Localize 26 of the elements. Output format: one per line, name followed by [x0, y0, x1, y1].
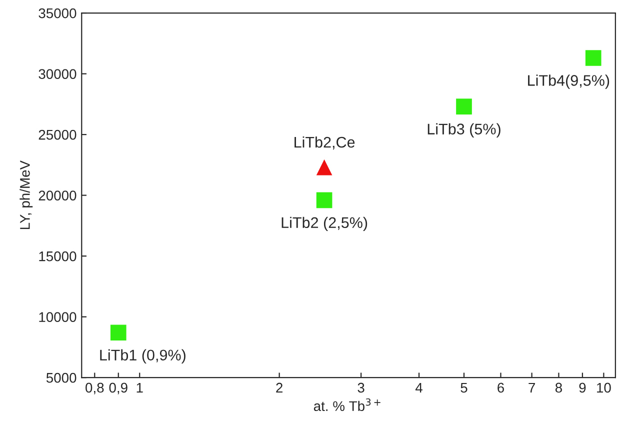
x-tick-label: 0,8 [86, 382, 104, 394]
x-axis-title: at. % Tb$^{3+}$ [314, 398, 380, 412]
x-tick-label: 3 [358, 382, 364, 393]
annotation: LiTb2 (2,5%) [282, 216, 368, 232]
x-tick-label: 9 [579, 382, 586, 393]
x-tick-label: 8 [555, 382, 562, 393]
x-tick-label: 5 [460, 382, 468, 393]
y-tick-label: 15000 [39, 251, 76, 262]
y-tick-label: 25000 [38, 130, 76, 140]
y-axis-title: LY, ph/MeV [20, 160, 33, 230]
annotation: LiTb2,Ce [294, 136, 355, 150]
y-tick-label: 10000 [39, 312, 76, 322]
x-tick-label: 1 [136, 382, 143, 393]
y-tick-label: 20000 [38, 190, 76, 200]
annotation: LiTb4(9,5%) [528, 74, 610, 89]
x-tick-label: 6 [498, 382, 504, 393]
y-tick-label: 30000 [38, 69, 76, 79]
annotation: LiTb1 (0,9%) [100, 349, 186, 364]
x-tick-label: 4 [415, 382, 422, 393]
x-tick-label: 7 [528, 382, 535, 393]
y-tick-label: 5000 [46, 372, 76, 383]
x-tick-label: 0,9 [109, 382, 128, 394]
y-tick-label: 35000 [38, 8, 76, 18]
x-tick-label: 10 [597, 382, 611, 393]
annotation: LiTb3 (5%) [428, 123, 500, 138]
x-tick-label: 2 [276, 382, 282, 393]
